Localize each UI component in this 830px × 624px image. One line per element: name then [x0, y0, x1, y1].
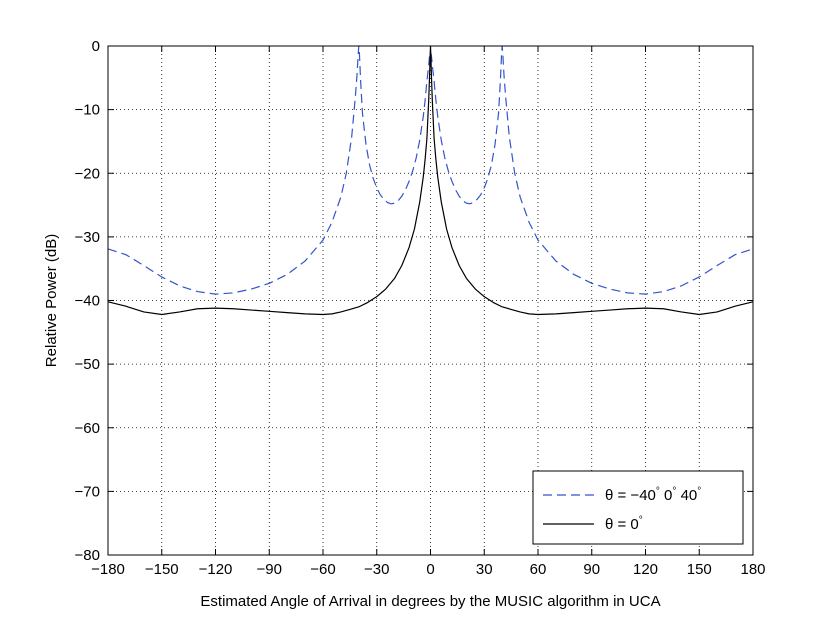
x-tick-label: −90 — [257, 561, 282, 578]
y-axis-title: Relative Power (dB) — [43, 234, 60, 367]
legend-entry-single-a: θ = 0 — [605, 516, 639, 533]
grid-lines — [108, 46, 753, 555]
legend-entry-multi-deg1: ° — [656, 486, 660, 497]
series-line-1 — [107, 45, 754, 295]
y-tick-label: −50 — [75, 356, 100, 373]
x-tick-label: −30 — [364, 561, 389, 578]
x-tick-label: 120 — [633, 561, 658, 578]
y-tick-label: −10 — [75, 102, 100, 119]
x-tick-label: 180 — [740, 561, 765, 578]
y-tick-label: −20 — [75, 165, 100, 182]
legend-entry-multi-c: 40 — [676, 487, 697, 504]
x-tick-label: 90 — [583, 561, 600, 578]
legend-entry-multi-deg2: ° — [672, 486, 676, 497]
legend-entry-single: θ = 0° — [605, 515, 643, 533]
x-tick-label: −60 — [310, 561, 335, 578]
y-tick-label: −40 — [75, 293, 100, 310]
y-tick-label: −30 — [75, 229, 100, 246]
legend-entry-multi: θ = −40° 0° 40° — [605, 486, 701, 504]
y-tick-label: −70 — [75, 483, 100, 500]
legend: θ = −40° 0° 40° θ = 0° — [532, 470, 744, 545]
x-tick-label: −150 — [145, 561, 179, 578]
y-tick-label: 0 — [92, 38, 100, 55]
legend-entry-single-deg: ° — [639, 515, 643, 526]
x-tick-label: 0 — [426, 561, 434, 578]
legend-entry-multi-deg3: ° — [697, 486, 701, 497]
tick-labels: −180 −150 −120 −90 −60 −30 0 30 60 90 120 150 180 0 −1… — [75, 38, 766, 578]
x-tick-label: 60 — [530, 561, 547, 578]
axis-ticks — [107, 45, 754, 556]
x-tick-label: 150 — [687, 561, 712, 578]
legend-entry-multi-b: 0 — [660, 487, 673, 504]
x-tick-label: −180 — [91, 561, 125, 578]
x-tick-label: 30 — [476, 561, 493, 578]
legend-box — [532, 470, 744, 545]
x-axis-title: Estimated Angle of Arrival in degrees by… — [200, 593, 660, 610]
legend-entry-multi-a: θ = −40 — [605, 487, 656, 504]
x-tick-label: −120 — [199, 561, 233, 578]
y-tick-label: −60 — [75, 420, 100, 437]
y-tick-label: −80 — [75, 547, 100, 564]
